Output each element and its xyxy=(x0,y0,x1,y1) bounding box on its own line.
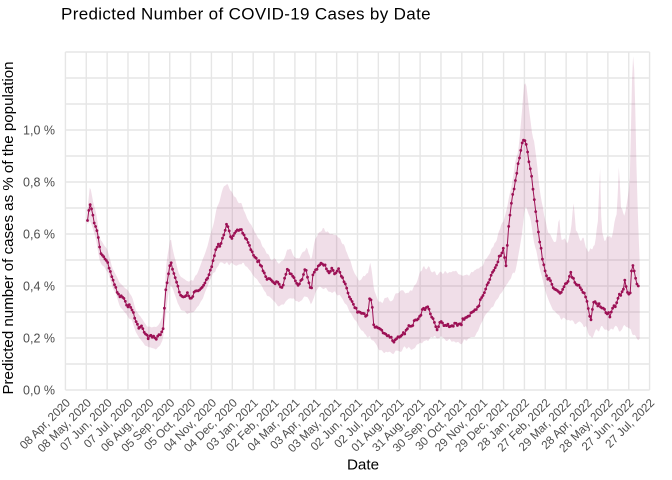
svg-text:Predicted number of cases as %: Predicted number of cases as % of the po… xyxy=(0,61,17,394)
svg-text:Date: Date xyxy=(347,456,379,473)
svg-text:0,2 %: 0,2 % xyxy=(23,332,55,346)
svg-text:0,6 %: 0,6 % xyxy=(23,228,55,242)
svg-text:1,0 %: 1,0 % xyxy=(23,124,55,138)
svg-text:0,4 %: 0,4 % xyxy=(23,280,55,294)
svg-text:0,0 %: 0,0 % xyxy=(23,384,55,398)
svg-text:Predicted Number of COVID-19 C: Predicted Number of COVID-19 Cases by Da… xyxy=(61,5,431,24)
svg-text:0,8 %: 0,8 % xyxy=(23,176,55,190)
